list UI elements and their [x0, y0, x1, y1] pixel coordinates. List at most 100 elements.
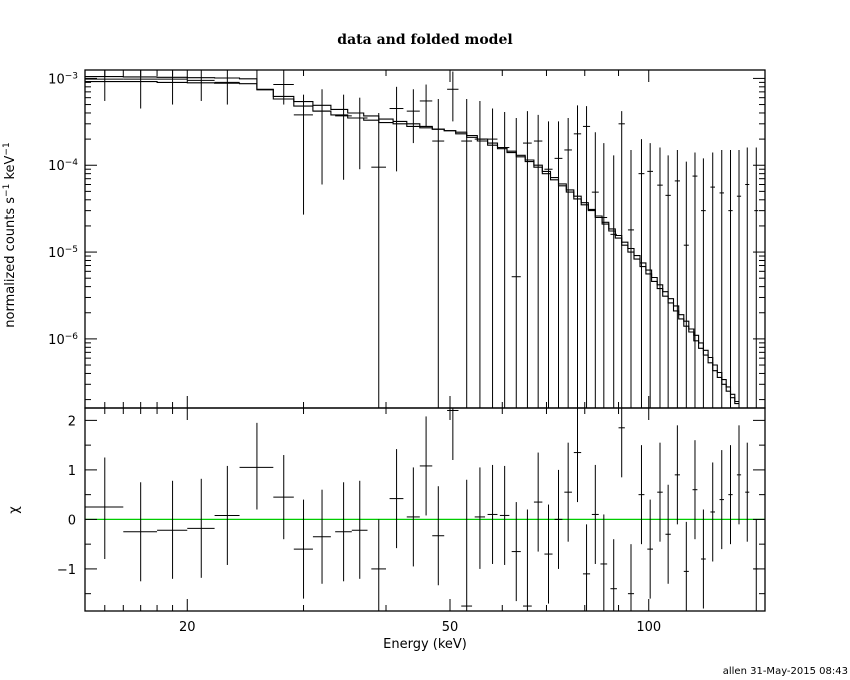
residual-point	[582, 524, 591, 611]
data-point	[665, 155, 671, 408]
data-point	[371, 112, 387, 408]
residual-point	[564, 442, 572, 542]
residual-point	[511, 502, 521, 602]
residual-point	[371, 519, 387, 611]
residual-point	[683, 521, 689, 611]
data-point	[564, 118, 572, 408]
data-point	[692, 152, 698, 408]
chart-title: data and folded model	[337, 32, 512, 48]
residuals-frame	[84, 407, 766, 612]
x-tick-label: 100	[636, 620, 661, 635]
data-point	[214, 70, 240, 105]
data-point	[187, 70, 215, 101]
residual-point	[701, 509, 706, 609]
data-point	[389, 86, 404, 172]
data-point	[736, 149, 742, 408]
residual-point	[600, 514, 608, 611]
residual-point	[692, 440, 698, 540]
residual-point	[710, 462, 716, 562]
data-point	[523, 111, 532, 408]
data-point	[745, 147, 750, 408]
residual-point	[351, 480, 368, 579]
residual-points-group	[85, 408, 759, 611]
y-tick-exponent: −5	[65, 245, 78, 255]
y-tick-base: 10	[48, 246, 65, 261]
data-point	[406, 89, 420, 144]
data-point	[618, 111, 625, 408]
residual-point	[523, 509, 532, 611]
residual-point	[187, 478, 215, 578]
residual-point	[657, 442, 663, 542]
x-tick-label: 20	[179, 620, 196, 635]
folded-model-curve-2	[85, 76, 739, 403]
y-tick-exponent: −4	[65, 158, 79, 168]
y-tick-base: 10	[48, 333, 65, 348]
data-point	[719, 149, 724, 408]
data-point	[627, 149, 635, 408]
data-point	[499, 112, 510, 408]
data-point	[647, 143, 654, 408]
residual-y-tick-label: 2	[68, 414, 76, 429]
data-point	[582, 106, 591, 408]
data-point	[710, 152, 716, 408]
y-tick-base: 10	[48, 72, 65, 87]
residual-point	[293, 499, 313, 599]
data-point	[674, 149, 680, 408]
residual-point	[573, 408, 582, 503]
residual-point	[647, 499, 654, 599]
data-point	[554, 121, 563, 408]
residual-y-tick-label: 1	[68, 464, 76, 479]
y-tick-base: 10	[48, 159, 65, 174]
data-point	[335, 94, 352, 180]
residual-point	[335, 482, 352, 582]
residual-point	[461, 479, 473, 611]
data-points-group	[85, 69, 759, 408]
residual-point	[627, 544, 635, 611]
data-point	[447, 71, 459, 122]
data-point	[351, 97, 368, 170]
data-point	[487, 108, 498, 408]
y-tick-label: 10−6	[48, 332, 78, 348]
data-point	[85, 70, 124, 101]
residual-point	[239, 422, 274, 510]
residual-point	[499, 465, 510, 565]
footer-timestamp: allen 31-May-2015 08:43	[723, 666, 848, 677]
residual-point	[610, 539, 617, 611]
data-point	[573, 105, 582, 408]
data-point	[312, 89, 331, 185]
y-label-sup1: −1	[2, 184, 12, 197]
residual-point	[474, 467, 486, 569]
residuals-panel: 2 1 0 −1 20 50 100 χ	[7, 407, 766, 635]
data-point	[728, 149, 733, 408]
residuals-x-ticks: 20 50 100	[104, 408, 661, 635]
residual-y-tick-label: 0	[68, 513, 76, 528]
residual-point	[389, 449, 404, 549]
residual-point	[728, 445, 733, 545]
folded-model-curve-1	[85, 81, 739, 405]
data-point	[533, 114, 543, 408]
residual-point	[665, 484, 671, 584]
spectrum-panel: 10−310−410−510−6 normalized counts s−1 k…	[2, 69, 766, 409]
data-point	[591, 132, 599, 408]
data-point	[461, 98, 473, 408]
data-point	[754, 147, 759, 408]
residual-point	[736, 425, 742, 525]
y-label-base: normalized counts s	[3, 197, 18, 328]
residual-point	[754, 519, 759, 611]
y-label-sup2: −1	[2, 142, 12, 155]
x-axis-label: Energy (keV)	[383, 637, 467, 652]
residual-point	[638, 445, 645, 545]
residual-point	[544, 504, 553, 604]
residual-point	[591, 464, 599, 564]
data-point	[511, 118, 521, 408]
spectrum-frame	[84, 69, 766, 409]
spectrum-y-label: normalized counts s−1 keV−1	[2, 142, 18, 327]
residual-point	[406, 467, 420, 567]
data-point	[432, 98, 445, 408]
residual-point	[214, 465, 240, 565]
residual-point	[123, 482, 158, 582]
residual-y-tick-label: −1	[57, 563, 76, 578]
data-point	[683, 161, 689, 408]
y-label-mid: keV	[3, 155, 18, 183]
